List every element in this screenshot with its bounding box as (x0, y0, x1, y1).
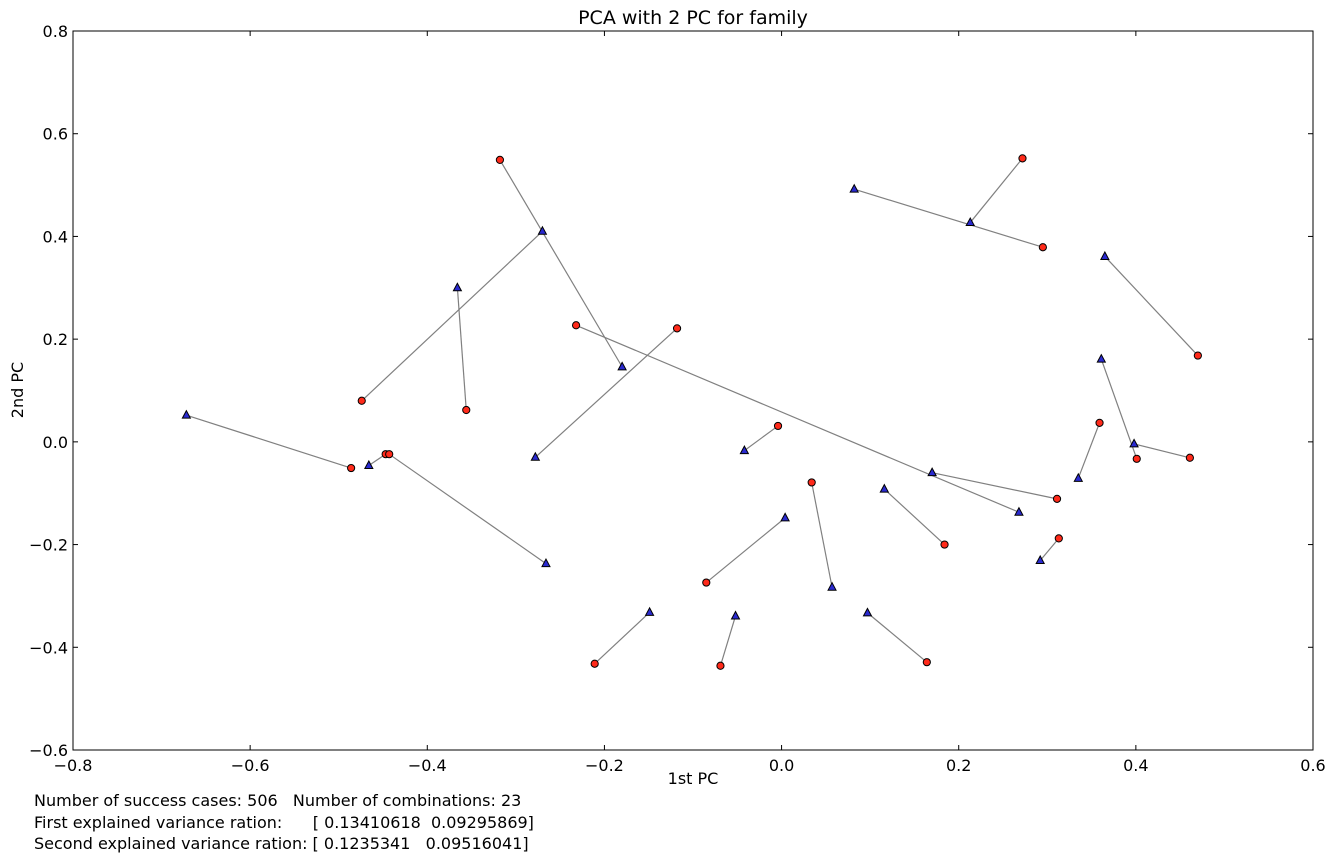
triangle-point (1100, 250, 1110, 260)
pair-connector-line (744, 425, 779, 452)
pair-connector-line (854, 188, 1044, 248)
y-tick-label: −0.4 (29, 638, 68, 657)
success-cases-text: Number of success cases: 506 Number of c… (34, 791, 522, 810)
first-variance-text: First explained variance ration: [ 0.134… (34, 813, 534, 832)
triangle-point (849, 183, 860, 193)
pair-connector-line (883, 488, 945, 546)
x-tick-label: 0.2 (946, 756, 971, 775)
triangle-point (827, 581, 837, 591)
triangle-point (181, 409, 192, 419)
y-tick-label: 0.2 (43, 330, 68, 349)
triangle-point (879, 483, 890, 493)
circle-point (495, 155, 505, 165)
pair-connector-line (594, 611, 651, 665)
x-tick-label: −0.2 (585, 756, 624, 775)
plot-frame (72, 30, 1314, 751)
triangle-point (1073, 472, 1084, 482)
pair-connector-lines (186, 157, 1199, 666)
circle-point (1018, 154, 1027, 163)
circle-point (385, 450, 394, 459)
triangle-point (541, 558, 551, 568)
pair-connector-line (867, 612, 928, 663)
triangle-point (780, 512, 790, 522)
y-tick-label: 0.6 (43, 125, 68, 144)
pair-connector-line (186, 414, 352, 469)
pair-connector-line (719, 615, 737, 666)
pair-connector-line (534, 327, 678, 458)
circle-point (571, 321, 581, 330)
circle-point (716, 661, 725, 670)
x-axis-ticks: −0.8 −0.6 −0.4 −0.2 0.0 0.2 0.4 0.6 (54, 31, 1326, 775)
triangle-point (730, 610, 741, 620)
circle-point (347, 463, 356, 473)
y-axis-label: 2nd PC (8, 362, 27, 418)
x-axis-label: 1st PC (668, 769, 719, 788)
circle-point (1095, 418, 1104, 427)
circle-point (1038, 243, 1047, 252)
x-tick-label: 0.0 (769, 756, 794, 775)
pca-scatter-chart: −0.8 −0.6 −0.4 −0.2 0.0 0.2 0.4 0.6 −0.6−0.4−0.… (8, 7, 1326, 788)
circle-point (773, 421, 783, 431)
pair-connector-line (361, 230, 543, 402)
pair-connector-line (575, 324, 1020, 513)
pair-connector-line (705, 517, 786, 584)
circle-point (922, 658, 931, 667)
x-tick-label: 0.4 (1123, 756, 1148, 775)
y-tick-label: −0.6 (29, 741, 68, 760)
circle-point (1193, 351, 1202, 360)
pair-connector-line (1039, 538, 1060, 561)
triangle-point (1014, 506, 1024, 516)
triangle-point (1096, 353, 1107, 363)
chart-title: PCA with 2 PC for family (578, 7, 808, 29)
triangle-point (537, 225, 548, 235)
triangle-point (965, 216, 976, 227)
circle-point (807, 478, 816, 487)
y-axis-ticks: −0.6 −0.4 −0.2 0.0 0.2 0.4 0.6 0.8 (29, 22, 1313, 760)
triangle-point (363, 459, 374, 469)
pair-connector-line (1104, 256, 1199, 356)
triangle-point (1035, 554, 1046, 564)
circle-point (1054, 534, 1063, 543)
y-tick-label: 0.8 (43, 22, 68, 41)
circle-point (462, 405, 471, 415)
pair-connector-line (456, 287, 467, 411)
pair-connector-line (388, 453, 547, 565)
triangle-point (644, 606, 655, 616)
circle-point (1185, 453, 1194, 462)
markers-layer (181, 154, 1202, 670)
circle-point (1132, 454, 1141, 463)
pair-connector-line (969, 157, 1023, 223)
circle-point (357, 396, 366, 405)
second-variance-text: Second explained variance ration: [ 0.12… (34, 834, 529, 853)
triangle-point (739, 445, 750, 455)
x-tick-label: −0.6 (231, 756, 270, 775)
x-tick-label: 0.6 (1300, 756, 1325, 775)
triangle-point (927, 467, 937, 477)
triangle-point (617, 361, 627, 371)
circle-point (672, 324, 682, 333)
pair-connector-line (811, 482, 833, 588)
pair-connector-line (932, 472, 1058, 500)
circle-point (702, 578, 711, 587)
y-tick-label: 0.4 (43, 227, 68, 246)
triangle-point (530, 451, 541, 461)
x-tick-label: −0.4 (408, 756, 447, 775)
pair-connector-line (1100, 358, 1138, 460)
x-tick-label: −0.8 (54, 756, 93, 775)
triangle-point (1129, 438, 1139, 448)
triangle-point (452, 282, 463, 292)
triangle-point (862, 607, 873, 617)
circle-point (940, 540, 949, 549)
pair-connector-line (1133, 443, 1191, 459)
pair-connector-line (1077, 422, 1101, 479)
y-tick-label: 0.0 (43, 433, 68, 452)
circle-point (1052, 494, 1062, 503)
y-tick-label: −0.2 (29, 536, 68, 555)
pair-connector-line (499, 159, 623, 368)
circle-point (590, 659, 599, 668)
